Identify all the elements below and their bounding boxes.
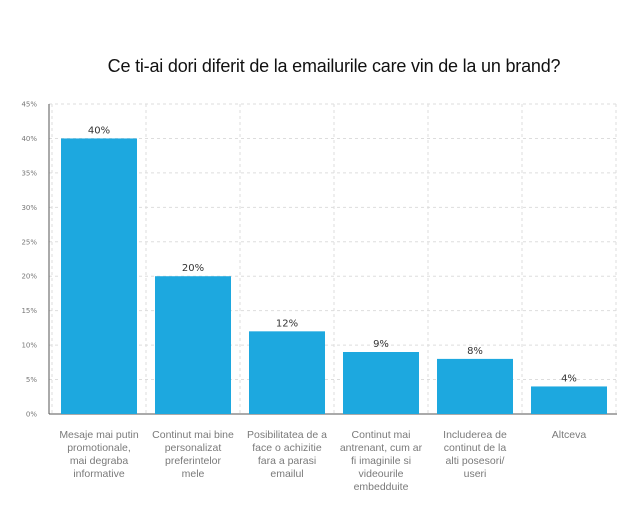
category-label: Includerea de (443, 429, 507, 441)
category-label: embedduite (354, 481, 409, 493)
category-label: Continut mai bine (152, 429, 234, 441)
y-tick-label: 0% (26, 411, 37, 419)
category-label: Posibilitatea de a (247, 429, 327, 441)
category-label: fi imaginile si (351, 455, 411, 467)
y-tick-label: 40% (21, 135, 37, 143)
category-label: alti posesori/ (446, 455, 505, 467)
category-label: mele (182, 468, 205, 480)
y-tick-label: 20% (21, 273, 37, 281)
y-tick-label: 30% (21, 204, 37, 212)
category-label: Continut mai (352, 429, 411, 441)
category-label: informative (73, 468, 125, 480)
data-label: 12% (276, 318, 298, 329)
data-label: 20% (182, 263, 204, 274)
category-label: fara a parasi (258, 455, 316, 467)
data-label: 40% (88, 125, 110, 136)
y-tick-label: 5% (26, 376, 37, 384)
y-tick-label: 15% (21, 307, 37, 315)
bar (61, 138, 137, 414)
category-label: preferintelor (165, 455, 222, 467)
y-tick-label: 25% (21, 238, 37, 246)
bar (343, 352, 419, 414)
y-tick-label: 45% (21, 101, 37, 109)
y-tick-label: 10% (21, 342, 37, 350)
category-label: face o achizitie (252, 442, 322, 454)
category-label: emailul (270, 468, 303, 480)
category-label: Mesaje mai putin (59, 429, 139, 441)
y-tick-label: 35% (21, 169, 37, 177)
data-label: 4% (561, 373, 577, 384)
data-label: 8% (467, 346, 483, 357)
chart-title: Ce ti-ai dori diferit de la emailurile c… (107, 56, 561, 76)
category-label: mai degraba (70, 455, 129, 467)
category-label: promotionale, (67, 442, 131, 454)
category-label: antrenant, cum ar (340, 442, 423, 454)
category-label: Altceva (552, 429, 587, 441)
category-label: videourile (359, 468, 404, 480)
category-label: useri (464, 468, 487, 480)
bar (249, 331, 325, 414)
bar (437, 358, 513, 414)
bar (155, 276, 231, 414)
category-label: personalizat (165, 442, 222, 454)
bar (531, 386, 607, 414)
data-label: 9% (373, 339, 389, 350)
category-label: continut de la (444, 442, 507, 454)
